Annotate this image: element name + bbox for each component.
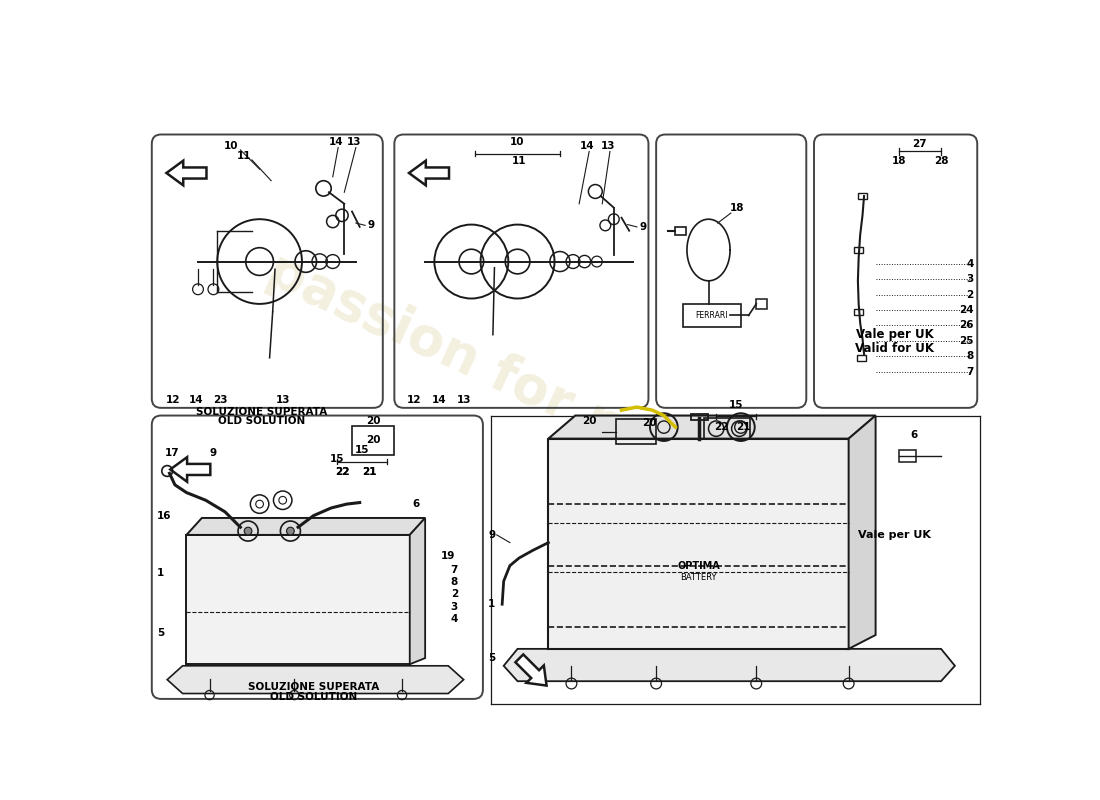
Text: passion for parts.com: passion for parts.com <box>260 243 868 565</box>
Text: 13: 13 <box>602 141 616 151</box>
Text: 9: 9 <box>210 447 217 458</box>
Text: 10: 10 <box>510 138 525 147</box>
Text: 14: 14 <box>329 138 344 147</box>
Text: 26: 26 <box>959 321 974 330</box>
Text: 10: 10 <box>224 141 239 151</box>
Text: BATTERY: BATTERY <box>680 573 717 582</box>
Polygon shape <box>849 415 876 649</box>
Text: 8: 8 <box>451 577 458 587</box>
Text: 7: 7 <box>966 366 974 377</box>
Text: 20: 20 <box>582 416 597 426</box>
Bar <box>352 426 395 455</box>
Text: 13: 13 <box>456 395 471 405</box>
Text: 14: 14 <box>189 395 204 405</box>
Text: 24: 24 <box>959 305 974 315</box>
Bar <box>854 309 864 314</box>
Bar <box>899 450 915 462</box>
Polygon shape <box>504 649 955 682</box>
Text: 13: 13 <box>348 138 362 147</box>
Text: 20: 20 <box>366 435 381 445</box>
Text: 16: 16 <box>157 510 172 521</box>
Text: 11: 11 <box>512 157 526 166</box>
Text: 21: 21 <box>736 422 750 432</box>
Text: Valid for UK: Valid for UK <box>856 342 934 355</box>
Text: Vale per UK: Vale per UK <box>858 530 932 540</box>
Bar <box>616 419 656 444</box>
Text: 13: 13 <box>275 395 290 405</box>
Text: 23: 23 <box>213 395 228 405</box>
Text: 18: 18 <box>729 202 745 213</box>
Text: SOLUZIONE SUPERATA: SOLUZIONE SUPERATA <box>196 406 327 417</box>
Text: 4: 4 <box>966 259 974 269</box>
Text: 9: 9 <box>488 530 495 540</box>
Text: 28: 28 <box>934 156 948 166</box>
Polygon shape <box>186 535 409 664</box>
Text: 17: 17 <box>165 447 180 458</box>
Text: 8: 8 <box>966 351 974 362</box>
Polygon shape <box>548 438 849 649</box>
Text: 15: 15 <box>354 445 368 455</box>
Polygon shape <box>516 654 547 686</box>
Text: 11: 11 <box>236 151 252 161</box>
Text: 6: 6 <box>412 499 419 509</box>
Text: 7: 7 <box>451 565 458 574</box>
Text: 15: 15 <box>329 454 344 465</box>
Text: 14: 14 <box>431 395 447 405</box>
Text: 22: 22 <box>334 466 349 477</box>
Text: 14: 14 <box>580 141 594 151</box>
Text: 9: 9 <box>367 220 374 230</box>
Polygon shape <box>409 518 425 664</box>
Text: 20: 20 <box>641 418 656 428</box>
Text: 3: 3 <box>451 602 458 611</box>
Text: passion for parts.com: passion for parts.com <box>260 243 868 565</box>
Circle shape <box>244 527 252 535</box>
Polygon shape <box>170 457 210 482</box>
Text: 3: 3 <box>966 274 974 284</box>
Text: 5: 5 <box>157 629 164 638</box>
Text: 25: 25 <box>959 336 974 346</box>
Text: OLD SOLUTION: OLD SOLUTION <box>218 416 305 426</box>
Polygon shape <box>167 666 464 694</box>
Text: 12: 12 <box>165 395 179 405</box>
Bar <box>704 418 750 439</box>
Text: 27: 27 <box>913 138 927 149</box>
Text: 4: 4 <box>451 614 458 624</box>
Text: 15: 15 <box>729 400 744 410</box>
Polygon shape <box>186 518 425 535</box>
Text: 21: 21 <box>363 466 377 477</box>
Bar <box>757 298 767 310</box>
Text: 2: 2 <box>966 290 974 300</box>
Circle shape <box>286 527 295 535</box>
Polygon shape <box>409 161 449 186</box>
Text: SOLUZIONE SUPERATA: SOLUZIONE SUPERATA <box>248 682 380 692</box>
Text: 1: 1 <box>488 599 495 610</box>
Text: 1: 1 <box>157 568 164 578</box>
Bar <box>857 354 867 361</box>
Text: 22: 22 <box>334 466 349 477</box>
Text: 5: 5 <box>488 653 495 663</box>
Text: 9: 9 <box>639 222 647 232</box>
Bar <box>691 414 707 420</box>
Text: 19: 19 <box>441 551 455 562</box>
Text: OPTIMA: OPTIMA <box>678 561 719 570</box>
Text: OLD SOLUTION: OLD SOLUTION <box>270 691 358 702</box>
Polygon shape <box>166 161 207 186</box>
Bar <box>858 193 867 199</box>
Text: 22: 22 <box>714 422 729 432</box>
Text: 21: 21 <box>363 466 377 477</box>
Text: Vale per UK: Vale per UK <box>856 328 934 341</box>
Text: FERRARI: FERRARI <box>695 311 728 320</box>
Bar <box>675 227 686 234</box>
Text: 12: 12 <box>406 395 421 405</box>
Bar <box>854 247 864 253</box>
Bar <box>683 304 741 327</box>
Polygon shape <box>548 415 876 438</box>
Text: 2: 2 <box>451 589 458 599</box>
Text: 20: 20 <box>366 416 381 426</box>
Text: 6: 6 <box>911 430 917 440</box>
Text: 18: 18 <box>891 156 906 166</box>
